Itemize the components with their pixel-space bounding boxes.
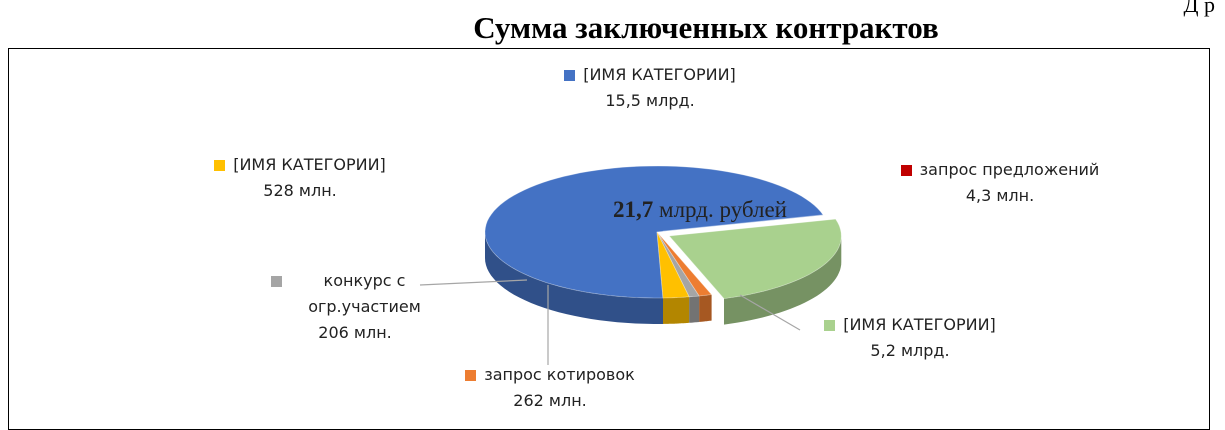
legend-swatch <box>214 160 226 171</box>
legend-swatch <box>900 165 912 176</box>
value-label: 5,2 млрд. <box>870 341 950 360</box>
page: Д р Сумма заключенных контрактов 21,7 мл… <box>8 0 1215 430</box>
data-label: запрос котировок 262 млн. <box>430 362 670 414</box>
legend-swatch <box>824 320 836 331</box>
leader-line <box>739 294 801 331</box>
leader-line <box>419 279 528 286</box>
slice-side <box>485 232 663 324</box>
category-label: [ИМЯ КАТЕГОРИИ] <box>233 155 386 174</box>
slice <box>484 165 824 299</box>
legend-swatch <box>564 70 576 81</box>
data-label: конкурс с огр.участием 206 млн. <box>250 268 460 346</box>
category-label: [ИМЯ КАТЕГОРИИ] <box>843 315 996 334</box>
category-label: запрос котировок <box>484 365 635 384</box>
category-label: запрос предложений <box>919 160 1100 179</box>
value-label: 206 млн. <box>318 323 392 342</box>
slice <box>656 231 690 299</box>
center-unit: млрд. рублей <box>659 197 787 222</box>
slice-side <box>689 296 700 323</box>
center-annotation: 21,7 млрд. рублей <box>600 195 800 225</box>
data-label: [ИМЯ КАТЕГОРИИ] 528 млн. <box>170 152 430 204</box>
pie-chart <box>419 165 842 365</box>
value-label: 15,5 млрд. <box>605 91 695 110</box>
value-label: 262 млн. <box>513 391 587 410</box>
category-label: конкурс с огр.участием <box>308 271 421 316</box>
value-label: 528 млн. <box>263 181 337 200</box>
slice <box>656 231 700 298</box>
corner-text: Д р <box>1183 0 1215 17</box>
slice-side <box>699 294 712 322</box>
data-label: [ИМЯ КАТЕГОРИИ] 5,2 млрд. <box>800 312 1020 364</box>
slice <box>668 218 842 300</box>
center-value: 21,7 <box>613 197 654 222</box>
legend-swatch <box>270 276 282 287</box>
slice-side <box>663 296 690 324</box>
data-label: [ИМЯ КАТЕГОРИИ] 15,5 млрд. <box>520 62 780 114</box>
legend-swatch <box>465 370 477 381</box>
slice <box>662 213 830 232</box>
value-label: 4,3 млн. <box>965 186 1035 205</box>
slice <box>656 231 713 297</box>
chart-title: Сумма заключенных контрактов <box>473 10 939 45</box>
data-label: запрос предложений 4,3 млн. <box>870 157 1130 209</box>
category-label: [ИМЯ КАТЕГОРИИ] <box>583 65 736 84</box>
